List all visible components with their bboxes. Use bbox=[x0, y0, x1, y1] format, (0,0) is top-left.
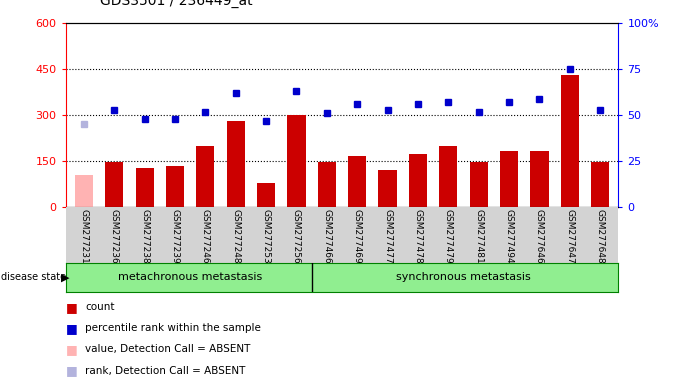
Bar bbox=[318, 162, 336, 207]
Bar bbox=[500, 151, 518, 207]
Bar bbox=[409, 154, 427, 207]
Text: GSM277647: GSM277647 bbox=[565, 209, 574, 264]
Text: ▶: ▶ bbox=[61, 272, 69, 283]
Text: GSM277479: GSM277479 bbox=[444, 209, 453, 264]
Bar bbox=[560, 75, 579, 207]
Bar bbox=[591, 162, 609, 207]
Text: ■: ■ bbox=[66, 343, 77, 356]
Text: GSM277246: GSM277246 bbox=[201, 209, 210, 264]
Text: GSM277481: GSM277481 bbox=[474, 209, 483, 264]
Bar bbox=[348, 156, 366, 207]
Bar bbox=[196, 146, 214, 207]
Text: rank, Detection Call = ABSENT: rank, Detection Call = ABSENT bbox=[85, 366, 245, 376]
Text: percentile rank within the sample: percentile rank within the sample bbox=[85, 323, 261, 333]
Text: GSM277239: GSM277239 bbox=[171, 209, 180, 264]
Bar bbox=[105, 162, 124, 207]
Bar bbox=[135, 168, 153, 207]
Text: ■: ■ bbox=[66, 322, 77, 335]
Bar bbox=[379, 170, 397, 207]
Text: GSM277238: GSM277238 bbox=[140, 209, 149, 264]
Text: count: count bbox=[85, 302, 115, 312]
Text: GSM277248: GSM277248 bbox=[231, 209, 240, 264]
Bar bbox=[75, 175, 93, 207]
Text: GSM277477: GSM277477 bbox=[383, 209, 392, 264]
Text: GSM277646: GSM277646 bbox=[535, 209, 544, 264]
Bar bbox=[257, 183, 275, 207]
Text: value, Detection Call = ABSENT: value, Detection Call = ABSENT bbox=[85, 344, 250, 354]
Text: GSM277253: GSM277253 bbox=[262, 209, 271, 264]
Text: GSM277478: GSM277478 bbox=[413, 209, 422, 264]
Text: metachronous metastasis: metachronous metastasis bbox=[118, 272, 263, 283]
Text: GSM277256: GSM277256 bbox=[292, 209, 301, 264]
Text: disease state: disease state bbox=[1, 272, 66, 283]
Text: GSM277469: GSM277469 bbox=[352, 209, 361, 264]
Text: GSM277466: GSM277466 bbox=[323, 209, 332, 264]
Bar bbox=[287, 115, 305, 207]
Text: ■: ■ bbox=[66, 301, 77, 314]
Text: GSM277494: GSM277494 bbox=[504, 209, 513, 264]
Text: GSM277236: GSM277236 bbox=[110, 209, 119, 264]
Text: GSM277648: GSM277648 bbox=[596, 209, 605, 264]
Bar bbox=[227, 121, 245, 207]
Bar bbox=[439, 146, 457, 207]
Bar bbox=[531, 151, 549, 207]
Text: synchronous metastasis: synchronous metastasis bbox=[396, 272, 531, 283]
Bar bbox=[470, 162, 488, 207]
Text: ■: ■ bbox=[66, 364, 77, 377]
Bar bbox=[166, 166, 184, 207]
Text: GDS3501 / 236449_at: GDS3501 / 236449_at bbox=[100, 0, 253, 8]
Text: GSM277231: GSM277231 bbox=[79, 209, 88, 264]
